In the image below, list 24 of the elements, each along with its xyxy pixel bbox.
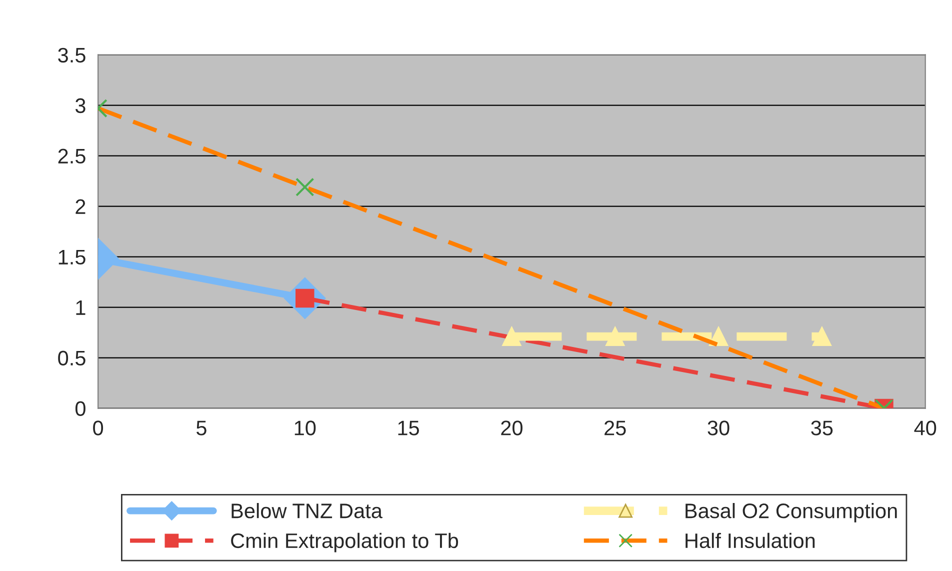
y-tick-label: 1.5: [58, 250, 86, 265]
x-tick-label: 10: [294, 420, 316, 436]
legend-label: Cmin Extrapolation to Tb: [231, 532, 458, 552]
x-tick-label: 35: [811, 420, 833, 436]
x-tick-label: 15: [398, 420, 420, 436]
x-tick-label: 25: [604, 420, 626, 436]
y-tick-label: 0: [75, 401, 86, 416]
y-tick-label: 0.5: [58, 350, 86, 366]
y-tick-label: 3.5: [58, 48, 86, 63]
legend-label: Basal O2 Consumption: [686, 502, 897, 522]
point: [502, 327, 522, 346]
x-tick-label: 20: [501, 420, 522, 436]
x-tick-label: 30: [708, 420, 730, 436]
y-tick-label: 1: [76, 300, 86, 315]
y-tick-label: 2.5: [58, 148, 86, 164]
legend-label: Half Insulation: [686, 532, 815, 548]
point: [606, 327, 624, 346]
x-tick-label: 40: [914, 420, 936, 436]
y-tick-label: 3: [75, 98, 86, 114]
y-tick-label: 2: [76, 199, 86, 214]
legend-label: Below TNZ Data: [232, 502, 382, 518]
x-tick-label: 0: [93, 420, 104, 436]
point: [812, 327, 832, 346]
x-tick-label: 5: [196, 420, 206, 436]
